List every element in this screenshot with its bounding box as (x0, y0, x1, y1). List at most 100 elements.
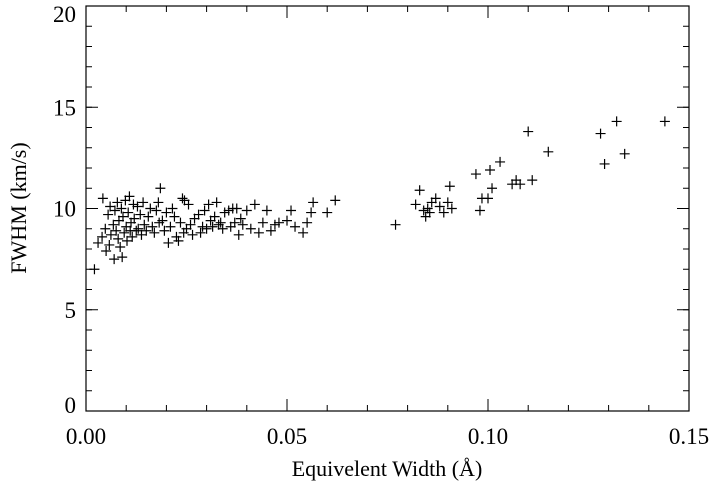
data-point (410, 199, 421, 210)
data-point (659, 116, 670, 127)
data-point (201, 223, 212, 234)
data-point (470, 169, 481, 180)
data-point (474, 205, 485, 216)
data-point (487, 183, 498, 194)
data-point (93, 237, 104, 248)
data-point (426, 197, 437, 208)
x-tick-label: 0.05 (267, 424, 307, 449)
data-point (149, 227, 160, 238)
data-point (117, 211, 128, 222)
data-point (619, 148, 630, 159)
data-point (131, 225, 142, 236)
data-point (273, 217, 284, 228)
data-point (136, 229, 147, 240)
data-point (167, 203, 178, 214)
data-point (175, 217, 186, 228)
y-tick-label: 10 (53, 197, 76, 222)
data-point (133, 223, 144, 234)
data-point (611, 116, 622, 127)
x-tick-label: 0.15 (669, 424, 709, 449)
data-point (89, 264, 100, 275)
data-point (211, 197, 222, 208)
data-point (511, 175, 522, 186)
data-point (109, 205, 120, 216)
data-point (245, 223, 256, 234)
data-point (595, 128, 606, 139)
data-point (253, 227, 264, 238)
data-point (442, 197, 453, 208)
data-point (209, 211, 220, 222)
data-point (124, 191, 135, 202)
y-tick-label: 5 (65, 298, 77, 323)
data-point (527, 175, 538, 186)
data-point (390, 219, 401, 230)
data-point (135, 209, 146, 220)
data-point (127, 231, 138, 242)
data-point (233, 229, 244, 240)
y-tick-label: 0 (65, 393, 77, 418)
data-point (103, 209, 114, 220)
data-point (231, 203, 242, 214)
data-point (199, 205, 210, 216)
data-point (483, 193, 493, 204)
data-point (108, 219, 119, 230)
data-point (111, 225, 122, 236)
data-point (121, 221, 132, 232)
data-point (123, 207, 134, 218)
data-point (128, 199, 139, 210)
data-point (139, 219, 150, 230)
data-point (97, 193, 108, 204)
data-point (286, 205, 297, 216)
data-point (430, 193, 441, 204)
x-axis-title: Equivelent Width (Å) (292, 456, 483, 481)
data-point (302, 217, 313, 228)
data-point (438, 207, 449, 218)
data-point (205, 215, 216, 226)
data-point (241, 205, 252, 216)
data-point (257, 217, 268, 228)
data-point (219, 207, 230, 218)
data-point (138, 197, 149, 208)
data-point (193, 209, 204, 220)
data-point (485, 165, 496, 176)
data-point (132, 201, 143, 212)
data-point (151, 205, 162, 216)
data-point (446, 203, 457, 214)
data-point (109, 254, 120, 265)
data-point (120, 195, 131, 206)
data-point (163, 237, 174, 248)
data-point (153, 197, 164, 208)
data-point (112, 197, 123, 208)
x-tick-label: 0.10 (468, 424, 508, 449)
plot-frame (85, 5, 690, 412)
data-point (261, 205, 272, 216)
data-point (119, 227, 130, 238)
data-point (187, 229, 198, 240)
data-point (113, 215, 124, 226)
data-point (129, 213, 140, 224)
data-point (185, 219, 196, 230)
data-point (330, 195, 341, 206)
data-point (141, 225, 152, 236)
data-point (105, 229, 116, 240)
data-point (599, 158, 610, 169)
data-point (181, 223, 192, 234)
data-point (116, 203, 127, 214)
data-point (104, 239, 115, 250)
data-point (322, 207, 333, 218)
data-point (203, 199, 214, 210)
data-point (217, 223, 228, 234)
data-point (159, 225, 170, 236)
data-point (543, 146, 554, 157)
data-point (179, 195, 190, 206)
data-point (237, 219, 248, 230)
data-point (145, 203, 156, 214)
data-point (171, 231, 182, 242)
data-point (197, 221, 208, 232)
data-point (225, 221, 236, 232)
data-point (101, 246, 112, 257)
data-point (155, 183, 166, 194)
data-point (207, 221, 218, 232)
data-point (298, 227, 309, 238)
